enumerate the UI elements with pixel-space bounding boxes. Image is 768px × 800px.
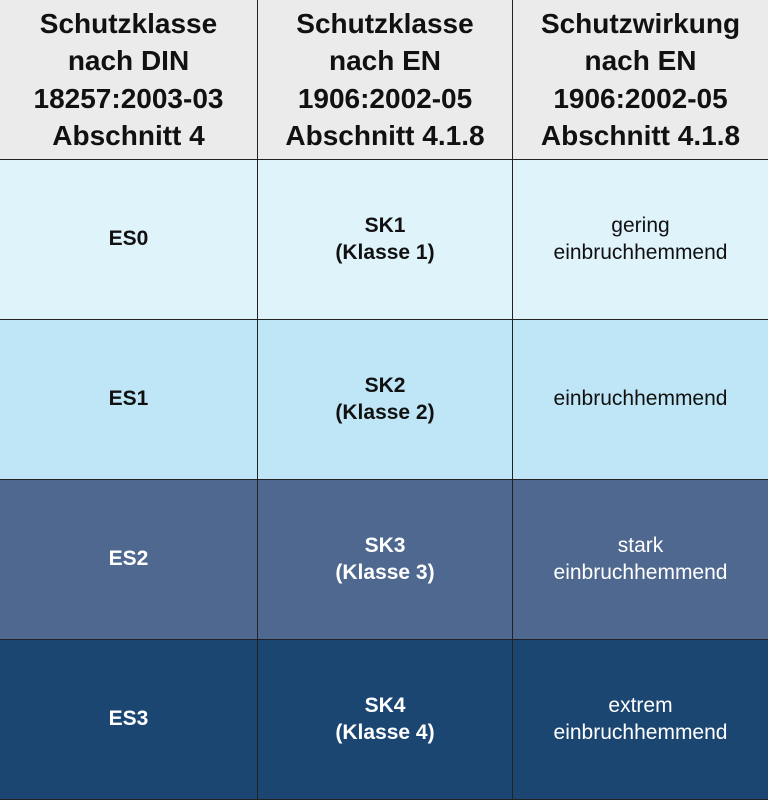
- header-line: 1906:2002-05: [553, 82, 728, 114]
- effect-line: extrem: [608, 694, 673, 718]
- row-4-effect: extrem einbruchhemmend: [513, 640, 768, 800]
- header-line: Abschnitt 4: [52, 119, 205, 151]
- en-class-label: SK4: [364, 694, 406, 718]
- din-class-label: ES1: [108, 387, 149, 411]
- en-class-label: SK2: [364, 374, 406, 398]
- en-class-sub: (Klasse 3): [335, 560, 435, 584]
- header-cell-din: Schutzklasse nach DIN 18257:2003-03 Absc…: [0, 0, 258, 160]
- row-1-en-class: SK1 (Klasse 1): [258, 160, 513, 320]
- row-2-din-class: ES1: [0, 320, 258, 480]
- row-4-en-class: SK4 (Klasse 4): [258, 640, 513, 800]
- header-cell-effect: Schutzwirkung nach EN 1906:2002-05 Absch…: [513, 0, 768, 160]
- din-class-label: ES0: [108, 227, 149, 251]
- header-line: nach EN: [584, 45, 697, 77]
- header-line: 18257:2003-03: [33, 82, 224, 114]
- header-line: Schutzwirkung: [540, 8, 741, 40]
- effect-line: einbruchhemmend: [553, 720, 728, 744]
- effect-line: einbruchhemmend: [553, 387, 728, 411]
- header-line: 1906:2002-05: [297, 82, 473, 114]
- header-line: Abschnitt 4.1.8: [285, 119, 485, 151]
- header-line: Schutzklasse: [296, 8, 474, 40]
- en-class-label: SK1: [364, 214, 406, 238]
- row-3-din-class: ES2: [0, 480, 258, 640]
- header-line: Abschnitt 4.1.8: [540, 119, 741, 151]
- en-class-label: SK3: [364, 534, 406, 558]
- effect-line: stark: [617, 534, 664, 558]
- header-line: nach EN: [328, 45, 442, 77]
- en-class-sub: (Klasse 1): [335, 240, 435, 264]
- effect-line: einbruchhemmend: [553, 560, 728, 584]
- header-cell-en: Schutzklasse nach EN 1906:2002-05 Abschn…: [258, 0, 513, 160]
- en-class-sub: (Klasse 2): [335, 400, 435, 424]
- row-4-din-class: ES3: [0, 640, 258, 800]
- effect-line: gering: [611, 214, 670, 238]
- row-2-en-class: SK2 (Klasse 2): [258, 320, 513, 480]
- din-class-label: ES2: [108, 547, 149, 571]
- row-1-effect: gering einbruchhemmend: [513, 160, 768, 320]
- din-class-label: ES3: [108, 707, 149, 731]
- row-3-effect: stark einbruchhemmend: [513, 480, 768, 640]
- row-3-en-class: SK3 (Klasse 3): [258, 480, 513, 640]
- header-line: Schutzklasse: [39, 8, 218, 40]
- header-line: nach DIN: [67, 45, 190, 77]
- row-2-effect: einbruchhemmend: [513, 320, 768, 480]
- en-class-sub: (Klasse 4): [335, 720, 435, 744]
- row-1-din-class: ES0: [0, 160, 258, 320]
- effect-line: einbruchhemmend: [553, 240, 728, 264]
